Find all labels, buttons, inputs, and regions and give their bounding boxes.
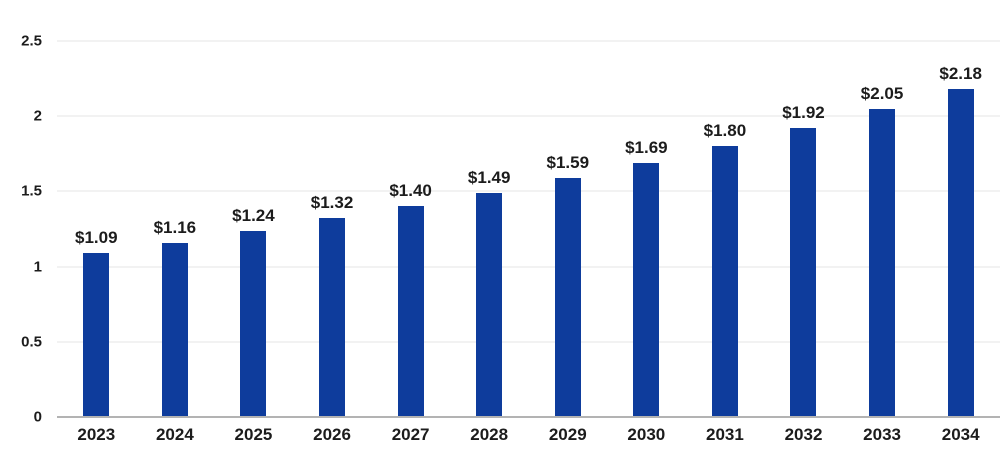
x-tick-label: 2030: [627, 424, 666, 444]
x-tick-label: 2033: [863, 424, 901, 444]
bar: [869, 108, 896, 417]
x-tick-label: 2025: [234, 424, 273, 444]
y-tick-label: 2: [33, 107, 42, 125]
y-tick-label: 2.5: [21, 32, 42, 50]
bar-value-label: $2.05: [860, 83, 904, 103]
bar-value-label: $1.16: [153, 217, 197, 237]
bar-value-label: $1.09: [75, 228, 118, 248]
y-axis: 0 0.5 1 1.5 2 2.5: [0, 34, 42, 425]
bar: [790, 128, 817, 417]
bar-value-label: $1.49: [467, 167, 511, 187]
bar: [240, 230, 267, 417]
bar: [319, 218, 346, 417]
bar: [711, 146, 738, 417]
bar-value-label: $2.18: [939, 64, 982, 84]
bar-value-label: $1.59: [546, 152, 590, 172]
bar: [554, 177, 581, 417]
bar-group: $1.16: [136, 41, 215, 417]
bar-group: $1.49: [450, 41, 529, 417]
x-tick-label: 2026: [313, 424, 351, 444]
x-axis-line: [57, 416, 1000, 418]
x-tick-label: 2031: [706, 424, 744, 444]
bar-group: $1.59: [528, 41, 607, 417]
plot-area: $1.09 $1.16 $1.24 $1.32 $1.40 $1.49 $1.59 $1.69…: [57, 40, 1000, 418]
bar: [633, 162, 660, 417]
x-tick-label: 2028: [470, 424, 509, 444]
bar-group: $1.69: [607, 41, 686, 417]
gridline: [57, 190, 1000, 193]
bar-group: $2.05: [843, 41, 922, 417]
y-tick-label: 1: [33, 258, 42, 276]
bar: [83, 253, 110, 417]
bars: $1.09 $1.16 $1.24 $1.32 $1.40 $1.49 $1.59 $1.69…: [57, 41, 1000, 417]
x-tick-label: 2032: [784, 424, 823, 444]
x-tick-label: 2029: [548, 424, 587, 444]
bar-group: $1.32: [293, 41, 372, 417]
bar-group: $1.92: [764, 41, 843, 417]
bar: [476, 192, 503, 417]
x-tick-label: 2027: [391, 424, 430, 444]
bar-value-label: $1.80: [703, 121, 747, 141]
bar-value-label: $1.69: [625, 137, 668, 157]
bar-value-label: $1.32: [310, 193, 354, 213]
x-tick-label: 2024: [155, 424, 194, 444]
gridline: [57, 115, 1000, 118]
y-tick-label: 1.5: [21, 182, 42, 200]
gridline: [57, 340, 1000, 343]
y-tick-label: 0.5: [21, 333, 42, 351]
x-tick-label: 2034: [941, 424, 980, 444]
bar-group: $2.18: [921, 41, 1000, 417]
bar-value-label: $1.92: [782, 103, 825, 123]
bar-group: $1.40: [371, 41, 450, 417]
x-tick-label: 2023: [77, 424, 116, 444]
bar-group: $1.80: [686, 41, 765, 417]
bar-group: $1.24: [214, 41, 293, 417]
x-axis: 2023 2024 2025 2026 2027 2028 2029 2030 2031 2032…: [57, 417, 1000, 451]
bar: [161, 242, 188, 417]
bar-group: $1.09: [57, 41, 136, 417]
bar: [397, 206, 424, 417]
gridline: [57, 40, 1000, 42]
bar-value-label: $1.40: [389, 181, 432, 201]
gridline: [57, 265, 1000, 268]
bar: [947, 89, 974, 417]
bar-value-label: $1.24: [232, 205, 275, 225]
y-tick-label: 0: [33, 408, 42, 426]
